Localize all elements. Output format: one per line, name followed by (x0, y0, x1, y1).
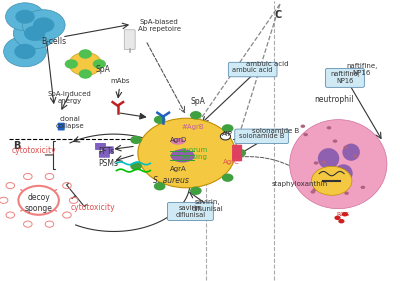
Ellipse shape (342, 144, 360, 161)
Text: #AgrB: #AgrB (182, 124, 204, 130)
Circle shape (300, 124, 305, 128)
Circle shape (322, 160, 326, 164)
FancyBboxPatch shape (99, 151, 110, 158)
Circle shape (154, 115, 166, 124)
Text: SpA: SpA (190, 97, 205, 106)
FancyBboxPatch shape (232, 145, 242, 161)
FancyBboxPatch shape (124, 30, 135, 49)
Text: PSMs: PSMs (98, 159, 118, 168)
Text: ambuic acid: ambuic acid (232, 67, 273, 72)
Text: B-cells: B-cells (42, 37, 67, 46)
Text: solonamide B: solonamide B (239, 133, 284, 139)
Circle shape (24, 26, 46, 41)
Circle shape (320, 173, 325, 176)
Circle shape (314, 161, 318, 165)
Circle shape (79, 49, 92, 59)
Text: SpA-induced
anergy: SpA-induced anergy (48, 91, 92, 104)
Circle shape (222, 124, 234, 133)
Text: solonamide B: solonamide B (252, 128, 300, 134)
Text: A: A (13, 10, 21, 20)
Text: cytotoxicity: cytotoxicity (11, 146, 56, 155)
Circle shape (130, 136, 142, 144)
Text: ambuic acid: ambuic acid (246, 61, 289, 67)
Text: AgrC: AgrC (223, 159, 240, 165)
FancyBboxPatch shape (58, 123, 65, 130)
Text: naftifine,
NP16: naftifine, NP16 (330, 71, 360, 84)
FancyBboxPatch shape (95, 143, 106, 150)
Circle shape (234, 149, 246, 157)
Circle shape (138, 118, 235, 188)
Circle shape (333, 139, 337, 143)
Ellipse shape (290, 120, 387, 209)
Text: B: B (13, 140, 21, 151)
Circle shape (312, 188, 317, 191)
Circle shape (310, 190, 315, 194)
Circle shape (360, 186, 365, 189)
Circle shape (334, 216, 341, 220)
Circle shape (13, 18, 56, 49)
FancyBboxPatch shape (228, 62, 277, 77)
Circle shape (93, 59, 106, 69)
Circle shape (69, 52, 102, 76)
Text: S. aureus: S. aureus (153, 176, 189, 185)
Circle shape (338, 219, 344, 223)
Circle shape (312, 166, 352, 195)
Text: AgrD: AgrD (170, 137, 187, 143)
Text: ROS: ROS (337, 212, 350, 217)
Text: SpA: SpA (95, 65, 110, 74)
Circle shape (154, 182, 166, 191)
Circle shape (331, 179, 336, 183)
Text: staphyloxanthin: staphyloxanthin (271, 181, 328, 187)
Ellipse shape (318, 148, 339, 169)
Text: clonal
collapse: clonal collapse (56, 116, 84, 129)
Text: mAbs: mAbs (111, 78, 130, 84)
Circle shape (303, 133, 308, 136)
Circle shape (220, 133, 230, 140)
Text: AIP: AIP (222, 131, 232, 137)
Circle shape (79, 69, 92, 79)
Ellipse shape (170, 138, 185, 145)
Circle shape (344, 146, 348, 149)
Circle shape (65, 59, 78, 69)
FancyBboxPatch shape (168, 202, 213, 221)
Circle shape (190, 111, 202, 119)
Circle shape (15, 10, 35, 24)
Text: naftifine,
NP16: naftifine, NP16 (346, 63, 377, 76)
Text: savirin,
diflunisal: savirin, diflunisal (191, 199, 223, 212)
Circle shape (342, 212, 348, 216)
Circle shape (190, 187, 202, 195)
Circle shape (33, 17, 54, 33)
Ellipse shape (334, 164, 353, 182)
Circle shape (22, 10, 65, 40)
Circle shape (327, 126, 331, 130)
Circle shape (4, 36, 46, 67)
Text: decoy
sponge: decoy sponge (25, 193, 52, 213)
Text: PFTs: PFTs (98, 147, 114, 156)
Circle shape (353, 155, 358, 158)
Text: savirin,
diflunisal: savirin, diflunisal (175, 205, 206, 218)
FancyBboxPatch shape (326, 69, 364, 87)
Ellipse shape (170, 149, 195, 162)
Circle shape (222, 174, 234, 182)
Text: AgrA: AgrA (170, 166, 186, 172)
Text: quorum
sensing: quorum sensing (181, 146, 208, 160)
Text: neutrophil: neutrophil (315, 95, 354, 104)
Text: C: C (274, 10, 281, 20)
FancyBboxPatch shape (235, 129, 288, 144)
Circle shape (344, 192, 349, 195)
Text: cytotoxicity: cytotoxicity (71, 203, 116, 212)
Circle shape (130, 162, 142, 170)
Circle shape (14, 44, 36, 59)
FancyBboxPatch shape (103, 146, 114, 153)
Circle shape (6, 3, 44, 31)
Text: SpA-biased
Ab repetoire: SpA-biased Ab repetoire (138, 19, 181, 31)
